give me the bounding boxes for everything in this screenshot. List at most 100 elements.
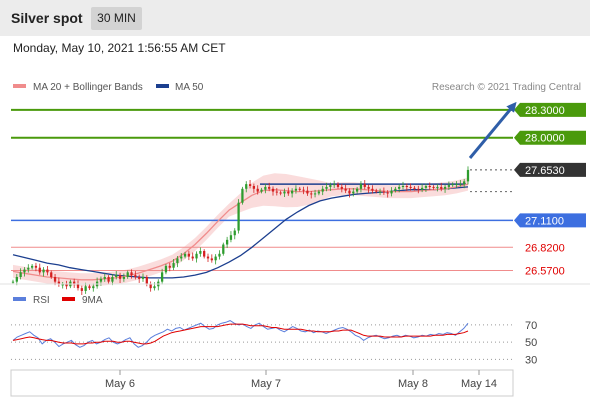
candle <box>333 180 336 189</box>
candle <box>191 252 194 261</box>
x-tick-label: May 8 <box>398 378 428 390</box>
candle <box>46 266 49 276</box>
candle <box>126 270 129 279</box>
candle <box>302 186 305 195</box>
candle <box>459 180 462 187</box>
candle <box>248 180 252 189</box>
candle <box>65 280 68 290</box>
candle <box>428 182 431 190</box>
level-label: 28.3000 <box>525 105 565 117</box>
candle <box>310 191 313 199</box>
candle <box>363 180 366 190</box>
candle <box>355 186 359 194</box>
candle <box>160 268 164 285</box>
x-axis: May 6 May 7 May 8 May 14 <box>105 370 497 390</box>
level-badge: 28.0000 <box>514 130 586 145</box>
x-tick-label: May 14 <box>461 378 497 390</box>
ma50-legend-swatch <box>156 84 169 88</box>
level-badge: 28.3000 <box>514 102 586 117</box>
candle <box>176 256 179 268</box>
levels-layer: 28.3000 28.0000 27.6530 27.1100 26.8200 26.57… <box>11 102 586 278</box>
candle <box>344 184 347 194</box>
candle <box>451 182 454 187</box>
candle <box>122 273 126 282</box>
candle <box>413 186 416 191</box>
candle <box>432 185 435 190</box>
candle <box>401 181 405 190</box>
candle <box>405 183 408 192</box>
candle <box>436 183 439 192</box>
candle <box>111 274 114 286</box>
rsi-tick-label: 30 <box>525 354 537 366</box>
candle <box>233 228 236 240</box>
level-badge: 27.1100 <box>514 213 586 228</box>
candle <box>73 278 76 288</box>
candle <box>298 186 301 192</box>
instrument-title: Silver spot <box>11 10 83 26</box>
candle <box>180 253 183 262</box>
candle <box>103 273 106 282</box>
datetime-label: Monday, May 10, 2021 1:56:55 AM CET <box>13 41 226 55</box>
candle <box>398 183 401 193</box>
candle <box>84 282 87 294</box>
candle <box>466 166 470 185</box>
candle <box>317 189 321 196</box>
candle <box>306 186 309 196</box>
candle <box>321 185 324 196</box>
candle <box>153 282 156 291</box>
candles-layer <box>11 166 470 296</box>
candle <box>390 187 393 197</box>
header-bar: Silver spot 30 MIN <box>0 0 590 36</box>
candle <box>214 254 217 265</box>
candle <box>15 274 18 286</box>
candle <box>229 231 233 243</box>
candle <box>463 178 466 189</box>
candle <box>157 279 160 291</box>
candle <box>290 188 294 198</box>
candle <box>382 187 386 195</box>
candle <box>394 186 397 193</box>
candle <box>241 186 244 205</box>
credit-label: Research © 2021 Trading Central <box>432 82 581 93</box>
level-badge: 27.6530 <box>514 162 586 177</box>
candle <box>225 236 229 249</box>
candle <box>329 182 332 192</box>
candle <box>359 181 363 193</box>
candle <box>260 187 263 194</box>
candle <box>371 185 374 194</box>
candle <box>61 282 64 289</box>
level-label: 27.1100 <box>525 215 564 227</box>
x-tick-label: May 7 <box>251 378 281 390</box>
candle <box>264 183 267 194</box>
candle <box>80 285 83 296</box>
level-label: 28.0000 <box>525 133 565 145</box>
candle <box>195 251 198 263</box>
rsi-tick-label: 50 <box>525 337 537 349</box>
candle <box>76 280 80 291</box>
ma50-legend-label: MA 50 <box>175 82 204 93</box>
candle <box>149 281 152 292</box>
candle <box>283 188 286 197</box>
level-label: 27.6530 <box>525 165 565 177</box>
rsi-legend-label: RSI <box>33 295 50 306</box>
x-axis-frame <box>10 369 514 397</box>
candle <box>271 186 275 196</box>
ma9-line <box>12 323 469 345</box>
candle <box>203 249 206 259</box>
candle <box>417 185 420 194</box>
candle <box>11 279 15 284</box>
rsi-tick-label: 70 <box>525 320 537 332</box>
ma20-legend-label: MA 20 + Bollinger Bands <box>33 82 143 93</box>
timeframe-button[interactable]: 30 MIN <box>91 7 142 30</box>
candle <box>237 199 240 234</box>
candle <box>107 275 110 284</box>
target-arrow <box>468 101 517 159</box>
candle <box>420 183 424 193</box>
candle <box>92 283 95 292</box>
rsi-legend-swatch <box>13 297 26 301</box>
ma9-legend-swatch <box>62 297 75 301</box>
candle <box>245 181 248 193</box>
candle <box>256 185 259 195</box>
candle <box>138 274 141 283</box>
